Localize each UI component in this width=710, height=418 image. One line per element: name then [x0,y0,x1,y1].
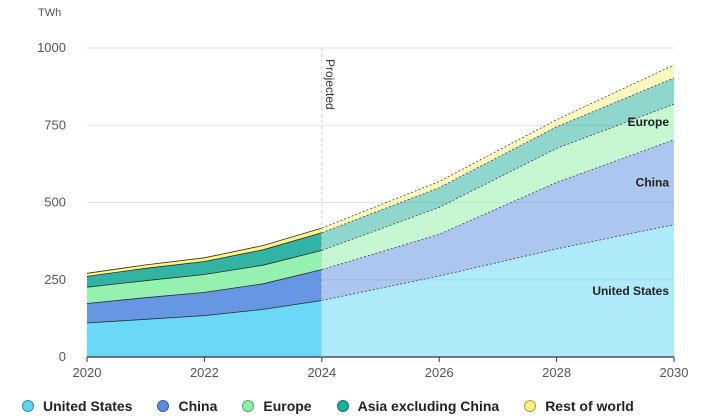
boundary-united-states-actual [86,300,322,324]
area-rest-of-world-actual [87,228,322,277]
boundary-rest-of-world-projected [321,64,675,229]
x-tick-label: 2028 [542,365,571,380]
area-rest-of-world-projected [321,65,674,233]
y-tick-label: 500 [44,195,66,210]
legend-item[interactable]: Rest of world [524,398,634,414]
area-asia-excluding-china-actual [87,232,322,288]
area-europe-projected [321,104,674,270]
area-united-states-actual [87,300,322,357]
legend-item[interactable]: China [157,398,217,414]
projection-label: Projected [323,59,337,110]
boundary-united-states-projected [321,224,675,301]
legend-item[interactable]: Asia excluding China [336,398,500,414]
x-tick-label: 2020 [73,365,102,380]
y-tick-label: 0 [59,349,66,364]
inline-label-china: China [636,175,670,189]
area-asia-excluding-china-projected [321,78,674,251]
boundary-china-projected [321,139,675,270]
boundary-rest-of-world-actual [86,227,322,274]
boundary-asia-excluding-china-projected [321,77,675,234]
area-series-layer [86,64,675,357]
inline-label-europe: Europe [628,115,670,129]
legend-label: Asia excluding China [357,398,500,414]
y-unit-label: TWh [38,7,61,19]
area-europe-actual [87,250,322,304]
legend-swatch [157,400,170,412]
legend-label: Europe [263,398,312,414]
axes: TWh 0 250 500 750 1000 2020 2022 2024 2026 2028 203… [37,7,688,380]
y-tick-label: 1000 [37,40,66,55]
legend-swatch [336,400,349,412]
area-china-projected [321,139,674,301]
x-tick-label: 2030 [660,365,689,380]
legend-item[interactable]: United States [22,398,132,414]
y-tick-label: 250 [44,272,66,287]
legend-item[interactable]: Europe [242,398,312,414]
legend-label: Rest of world [545,398,634,414]
boundary-europe-actual [86,250,322,288]
x-tick-label: 2022 [190,365,219,380]
legend-swatch [524,400,537,412]
y-tick-label: 750 [44,117,66,132]
x-tick-label: 2024 [307,365,336,380]
legend-swatch [242,400,255,412]
boundary-china-actual [86,269,322,304]
legend-swatch [22,400,34,412]
legend-label: United States [43,398,133,414]
area-united-states-projected [321,224,674,357]
boundary-asia-excluding-china-actual [86,232,322,277]
legend-label: China [178,398,218,414]
legend: United States China Europe Asia excluding C… [22,396,659,416]
x-tick-label: 2026 [425,365,454,380]
inline-label-united-states: United States [592,284,669,298]
annotations: Projected United States China Europe [321,48,670,357]
area-china-actual [87,269,322,323]
